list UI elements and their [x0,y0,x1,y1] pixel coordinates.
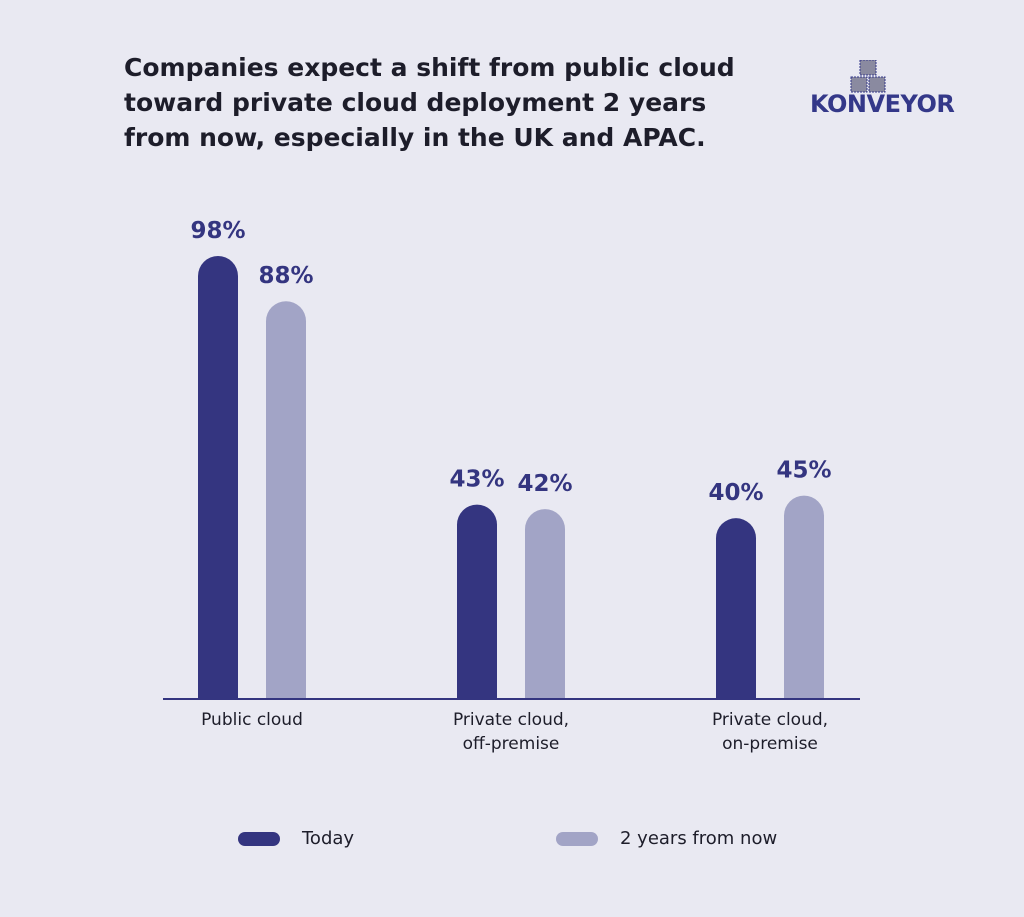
data-label: 40% [708,480,763,506]
chart-title-line: toward private cloud deployment 2 years [124,88,707,117]
category-label: off-premise [463,734,560,754]
data-label: 42% [517,471,572,497]
bar [525,509,565,699]
bar [457,504,497,699]
category-label: Public cloud [201,710,303,730]
bar [716,518,756,699]
legend-label-today: Today [302,828,355,849]
legend-swatch-today [238,832,280,846]
legend-item-today: Today [238,826,354,852]
data-label: 98% [190,218,245,244]
category-label: Private cloud, [453,710,569,730]
chart-title-line: from now, especially in the UK and APAC. [124,123,706,152]
legend-item-future: 2 years from now [556,826,777,852]
boxes-logo-icon [850,60,886,93]
data-label: 43% [449,467,504,493]
chart-legend: Today 2 years from now [0,826,1024,856]
chart-title: Companies expect a shift from public clo… [124,50,764,155]
legend-swatch-future [556,832,598,846]
data-label: 88% [258,263,313,289]
category-label: on-premise [722,734,818,754]
brand-logo: KONVEYOR [810,60,960,122]
bar-chart: 98% 88% Public cloud 43% 42% Private cloud, of… [163,218,860,754]
brand-logo-text: KONVEYOR [810,90,955,118]
category-label: Private cloud, [712,710,828,730]
bar [784,495,824,699]
bar [266,301,306,699]
chart-title-line: Companies expect a shift from public clo… [124,53,735,82]
legend-label-future: 2 years from now [620,828,778,849]
data-label: 45% [776,458,831,484]
bar [198,256,238,699]
